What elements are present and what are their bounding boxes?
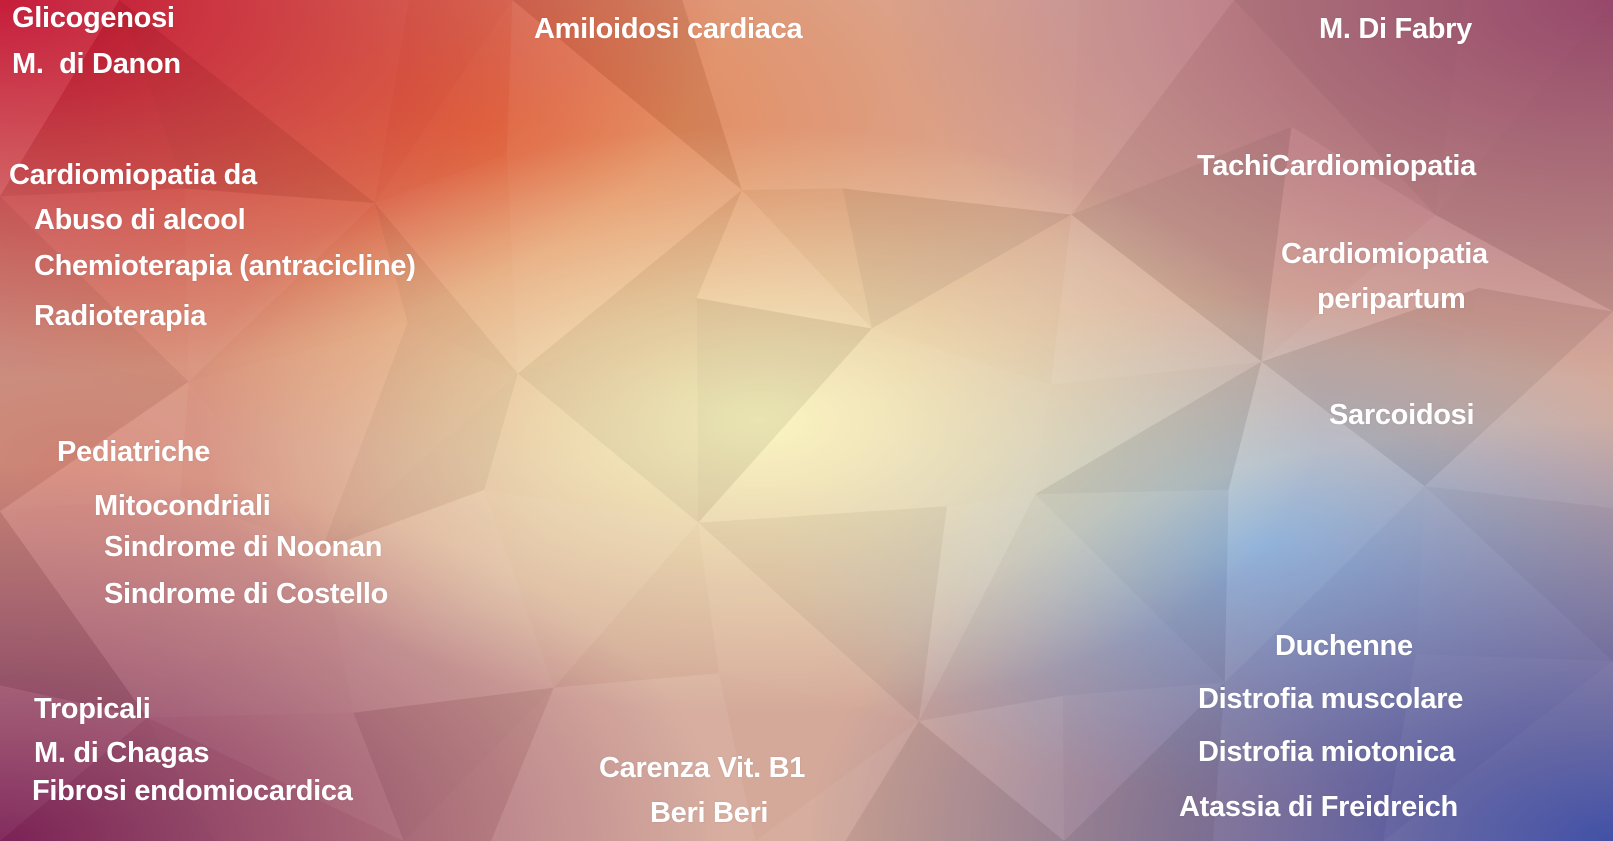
facet: [147, 495, 322, 718]
label-distrofia-miotonica: Distrofia miotonica: [1198, 736, 1455, 768]
label-peripartum: peripartum: [1317, 283, 1466, 315]
facet: [1228, 361, 1425, 490]
facet: [755, 721, 919, 841]
label-radioterapia: Radioterapia: [34, 300, 207, 332]
facet: [1435, 214, 1613, 312]
label-carenza: Carenza Vit. B1: [599, 752, 806, 784]
facet: [321, 549, 554, 713]
label-glicogenosi: Glicogenosi: [12, 2, 175, 34]
facet: [490, 687, 756, 841]
facet: [0, 511, 148, 718]
label-pediatriche: Pediatriche: [57, 436, 211, 468]
facet: [1383, 654, 1613, 841]
facet: [1050, 214, 1262, 385]
facet: [119, 0, 375, 204]
label-noonan: Sindrome di Noonan: [104, 531, 383, 563]
label-alcool: Abuso di alcool: [34, 204, 246, 236]
facet: [698, 328, 948, 523]
facet: [1035, 489, 1229, 683]
facet: [1234, 0, 1465, 215]
facet: [923, 0, 1080, 215]
label-beriberi: Beri Beri: [650, 797, 769, 829]
facet: [374, 203, 518, 374]
facet: [1071, 126, 1292, 362]
facet: [321, 373, 518, 550]
facet: [0, 196, 189, 382]
facet: [506, 0, 742, 190]
facet: [517, 189, 742, 374]
label-atassia: Atassia di Freidreich: [1179, 791, 1458, 823]
facet: [147, 549, 354, 718]
facet: [842, 188, 1072, 329]
facet: [484, 489, 699, 688]
facet: [321, 489, 554, 688]
facet: [0, 0, 185, 197]
facet: [696, 189, 872, 329]
facet: [353, 687, 554, 841]
facet: [1224, 486, 1425, 683]
facet: [918, 695, 1065, 841]
label-tropicali: Tropicali: [34, 693, 151, 725]
label-cardiomiopatia-peripartum: Cardiomiopatia: [1281, 238, 1488, 270]
label-chemioterapia: Chemioterapia (antracicline): [34, 250, 416, 282]
label-danon: M. di Danon: [12, 48, 181, 80]
facet: [845, 721, 1065, 841]
facet: [1435, 0, 1613, 215]
facet: [512, 0, 742, 190]
facet: [741, 0, 924, 190]
label-cardiomiopatia-da: Cardiomiopatia da: [9, 159, 257, 191]
facet: [1435, 0, 1613, 215]
facet: [1261, 287, 1480, 487]
facet: [696, 298, 872, 523]
label-mitocondriali: Mitocondriali: [94, 490, 271, 522]
label-duchenne: Duchenne: [1275, 630, 1413, 662]
facet: [0, 381, 189, 512]
label-amiloidosi: Amiloidosi cardiaca: [534, 13, 803, 45]
label-fabry: M. Di Fabry: [1319, 13, 1472, 45]
facet: [0, 0, 120, 197]
label-costello: Sindrome di Costello: [104, 578, 389, 610]
facet: [1383, 660, 1613, 841]
facet: [1435, 188, 1613, 312]
facet: [1424, 287, 1613, 487]
facet: [918, 494, 1036, 722]
facet: [682, 0, 924, 190]
facet: [1035, 361, 1262, 495]
label-tachicardiomiopatia: TachiCardiomiopatia: [1197, 150, 1476, 182]
facet: [553, 673, 756, 841]
facet: [1234, 0, 1436, 215]
label-distrofia-muscolare: Distrofia muscolare: [1198, 683, 1464, 715]
facet: [1071, 0, 1235, 215]
facet: [842, 0, 1072, 215]
facet: [517, 298, 699, 523]
facet: [1064, 682, 1225, 841]
facet: [0, 495, 181, 718]
facet: [0, 352, 189, 512]
facet: [698, 506, 948, 722]
label-sarcoidosi: Sarcoidosi: [1329, 399, 1475, 431]
label-fibrosi: Fibrosi endomiocardica: [32, 775, 353, 807]
facet: [1261, 214, 1480, 362]
facet: [506, 154, 742, 374]
label-chagas: M. di Chagas: [34, 737, 210, 769]
